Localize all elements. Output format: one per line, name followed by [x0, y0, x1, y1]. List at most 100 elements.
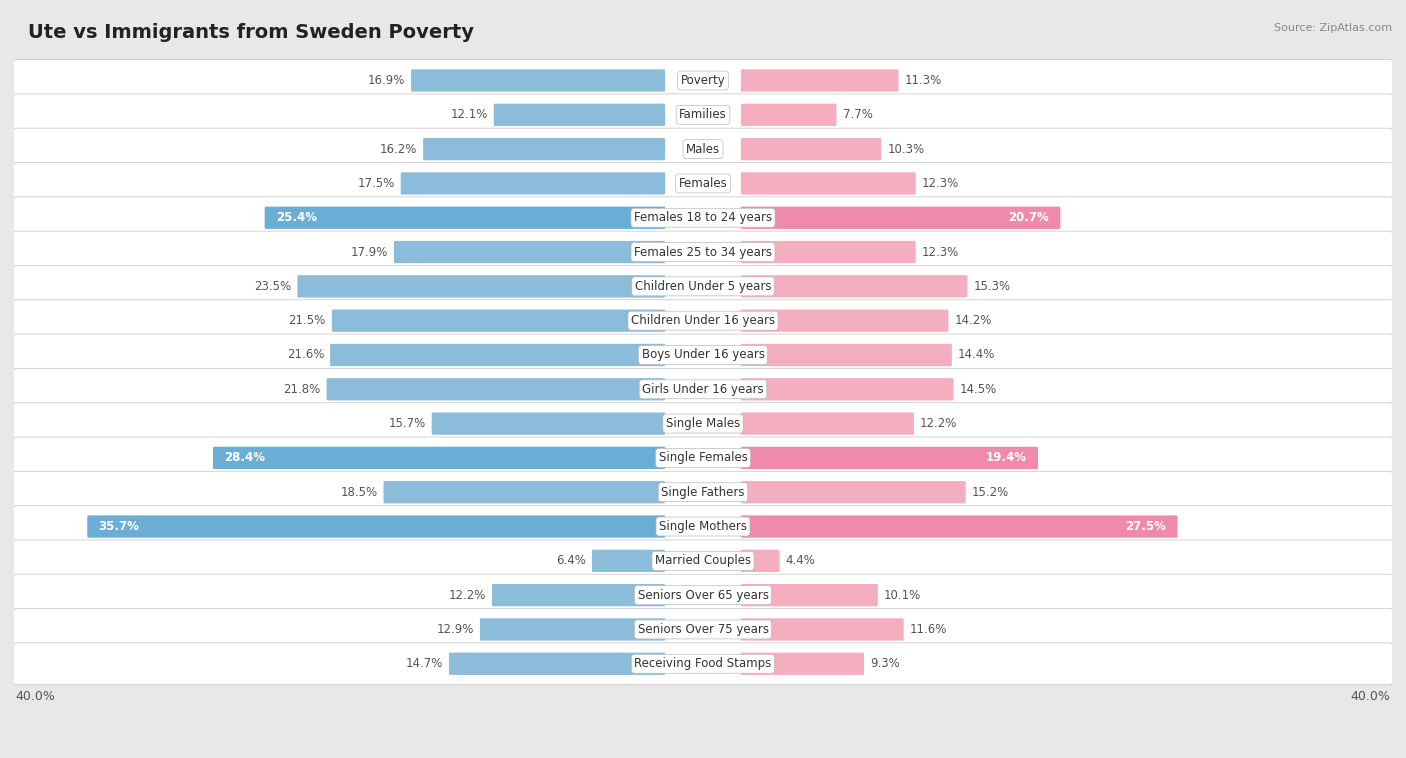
- FancyBboxPatch shape: [741, 309, 949, 332]
- Text: 11.3%: 11.3%: [904, 74, 942, 87]
- FancyBboxPatch shape: [741, 275, 967, 298]
- Text: Source: ZipAtlas.com: Source: ZipAtlas.com: [1274, 23, 1392, 33]
- FancyBboxPatch shape: [13, 60, 1393, 102]
- Text: 40.0%: 40.0%: [15, 690, 56, 703]
- Text: 4.4%: 4.4%: [786, 554, 815, 567]
- FancyBboxPatch shape: [492, 584, 665, 606]
- Text: Girls Under 16 years: Girls Under 16 years: [643, 383, 763, 396]
- Text: 12.2%: 12.2%: [449, 589, 486, 602]
- FancyBboxPatch shape: [741, 138, 882, 160]
- FancyBboxPatch shape: [741, 481, 966, 503]
- Text: Single Mothers: Single Mothers: [659, 520, 747, 533]
- Text: 12.2%: 12.2%: [920, 417, 957, 430]
- Text: 35.7%: 35.7%: [98, 520, 139, 533]
- Text: Poverty: Poverty: [681, 74, 725, 87]
- FancyBboxPatch shape: [87, 515, 665, 537]
- Text: 16.9%: 16.9%: [367, 74, 405, 87]
- Text: Seniors Over 75 years: Seniors Over 75 years: [637, 623, 769, 636]
- FancyBboxPatch shape: [741, 584, 877, 606]
- Text: Receiving Food Stamps: Receiving Food Stamps: [634, 657, 772, 670]
- Text: 21.5%: 21.5%: [288, 314, 326, 327]
- Text: 14.5%: 14.5%: [960, 383, 997, 396]
- Text: Ute vs Immigrants from Sweden Poverty: Ute vs Immigrants from Sweden Poverty: [28, 23, 474, 42]
- FancyBboxPatch shape: [13, 540, 1393, 582]
- Text: Families: Families: [679, 108, 727, 121]
- FancyBboxPatch shape: [411, 70, 665, 92]
- FancyBboxPatch shape: [449, 653, 665, 675]
- FancyBboxPatch shape: [741, 241, 915, 263]
- FancyBboxPatch shape: [332, 309, 665, 332]
- Text: 28.4%: 28.4%: [224, 452, 266, 465]
- Text: 14.2%: 14.2%: [955, 314, 991, 327]
- FancyBboxPatch shape: [741, 104, 837, 126]
- Text: Married Couples: Married Couples: [655, 554, 751, 567]
- Text: 18.5%: 18.5%: [340, 486, 377, 499]
- FancyBboxPatch shape: [479, 619, 665, 641]
- FancyBboxPatch shape: [330, 344, 665, 366]
- Text: 12.3%: 12.3%: [922, 246, 959, 258]
- Text: 9.3%: 9.3%: [870, 657, 900, 670]
- FancyBboxPatch shape: [592, 550, 665, 572]
- FancyBboxPatch shape: [741, 412, 914, 435]
- FancyBboxPatch shape: [432, 412, 665, 435]
- Text: 15.2%: 15.2%: [972, 486, 1010, 499]
- Text: Children Under 16 years: Children Under 16 years: [631, 314, 775, 327]
- FancyBboxPatch shape: [13, 231, 1393, 273]
- Text: 7.7%: 7.7%: [842, 108, 872, 121]
- Text: Single Females: Single Females: [658, 452, 748, 465]
- Text: 19.4%: 19.4%: [986, 452, 1026, 465]
- Text: 17.5%: 17.5%: [357, 177, 395, 190]
- FancyBboxPatch shape: [13, 575, 1393, 616]
- FancyBboxPatch shape: [13, 402, 1393, 444]
- FancyBboxPatch shape: [326, 378, 665, 400]
- FancyBboxPatch shape: [13, 506, 1393, 547]
- FancyBboxPatch shape: [741, 515, 1177, 537]
- FancyBboxPatch shape: [741, 344, 952, 366]
- Text: 12.9%: 12.9%: [436, 623, 474, 636]
- Text: 6.4%: 6.4%: [555, 554, 586, 567]
- Text: 23.5%: 23.5%: [254, 280, 291, 293]
- FancyBboxPatch shape: [13, 471, 1393, 513]
- FancyBboxPatch shape: [384, 481, 665, 503]
- Text: Females: Females: [679, 177, 727, 190]
- Text: Children Under 5 years: Children Under 5 years: [634, 280, 772, 293]
- FancyBboxPatch shape: [741, 653, 865, 675]
- FancyBboxPatch shape: [13, 437, 1393, 479]
- Text: 20.7%: 20.7%: [1008, 211, 1049, 224]
- FancyBboxPatch shape: [13, 368, 1393, 410]
- FancyBboxPatch shape: [741, 172, 915, 195]
- Text: 14.4%: 14.4%: [957, 349, 995, 362]
- FancyBboxPatch shape: [13, 94, 1393, 136]
- FancyBboxPatch shape: [13, 334, 1393, 376]
- Text: 21.8%: 21.8%: [284, 383, 321, 396]
- FancyBboxPatch shape: [741, 446, 1038, 469]
- Text: 16.2%: 16.2%: [380, 143, 418, 155]
- Text: Single Males: Single Males: [666, 417, 740, 430]
- Text: 27.5%: 27.5%: [1125, 520, 1167, 533]
- Text: 11.6%: 11.6%: [910, 623, 948, 636]
- Text: Boys Under 16 years: Boys Under 16 years: [641, 349, 765, 362]
- Text: 17.9%: 17.9%: [350, 246, 388, 258]
- Text: 25.4%: 25.4%: [276, 211, 316, 224]
- FancyBboxPatch shape: [741, 378, 953, 400]
- FancyBboxPatch shape: [212, 446, 665, 469]
- Text: 10.1%: 10.1%: [884, 589, 921, 602]
- FancyBboxPatch shape: [741, 550, 780, 572]
- Text: Seniors Over 65 years: Seniors Over 65 years: [637, 589, 769, 602]
- FancyBboxPatch shape: [13, 162, 1393, 205]
- Text: Females 25 to 34 years: Females 25 to 34 years: [634, 246, 772, 258]
- Text: 14.7%: 14.7%: [405, 657, 443, 670]
- Text: 10.3%: 10.3%: [887, 143, 924, 155]
- FancyBboxPatch shape: [741, 70, 898, 92]
- FancyBboxPatch shape: [494, 104, 665, 126]
- Text: Single Fathers: Single Fathers: [661, 486, 745, 499]
- FancyBboxPatch shape: [264, 207, 665, 229]
- FancyBboxPatch shape: [423, 138, 665, 160]
- Text: 21.6%: 21.6%: [287, 349, 323, 362]
- Text: Males: Males: [686, 143, 720, 155]
- FancyBboxPatch shape: [741, 207, 1060, 229]
- FancyBboxPatch shape: [298, 275, 665, 298]
- FancyBboxPatch shape: [13, 299, 1393, 342]
- FancyBboxPatch shape: [741, 619, 904, 641]
- FancyBboxPatch shape: [13, 609, 1393, 650]
